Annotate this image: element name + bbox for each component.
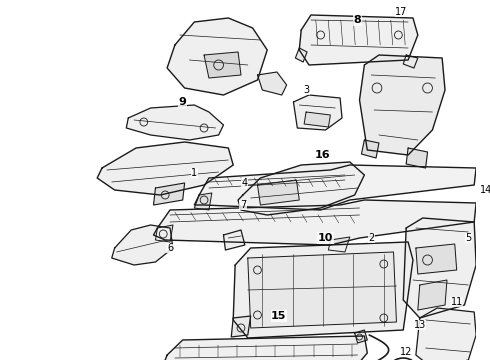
Polygon shape — [258, 180, 299, 205]
Polygon shape — [155, 225, 173, 242]
Polygon shape — [195, 165, 476, 210]
Text: 13: 13 — [414, 320, 426, 330]
Polygon shape — [362, 140, 379, 158]
Polygon shape — [416, 308, 476, 360]
Polygon shape — [153, 200, 476, 245]
Text: 1: 1 — [191, 168, 197, 178]
Polygon shape — [126, 105, 223, 140]
Polygon shape — [112, 225, 173, 265]
Text: 10: 10 — [318, 233, 333, 243]
Polygon shape — [238, 162, 365, 215]
Polygon shape — [304, 112, 330, 127]
Polygon shape — [328, 237, 350, 252]
Polygon shape — [360, 55, 445, 155]
Text: 2: 2 — [368, 233, 374, 243]
Text: 8: 8 — [354, 15, 362, 25]
Polygon shape — [406, 148, 428, 168]
Polygon shape — [418, 280, 447, 310]
Polygon shape — [258, 72, 287, 95]
Polygon shape — [233, 242, 413, 338]
Text: 14: 14 — [480, 185, 490, 195]
Text: 4: 4 — [242, 178, 248, 188]
Text: 3: 3 — [303, 85, 309, 95]
Polygon shape — [97, 142, 233, 195]
Text: 16: 16 — [315, 150, 330, 160]
Polygon shape — [163, 336, 368, 360]
Text: 5: 5 — [465, 233, 471, 243]
Text: 6: 6 — [167, 243, 173, 253]
Polygon shape — [195, 193, 212, 210]
Polygon shape — [416, 244, 457, 274]
Polygon shape — [248, 252, 396, 328]
Polygon shape — [295, 48, 307, 62]
Polygon shape — [294, 95, 342, 130]
Text: 17: 17 — [395, 7, 408, 17]
Text: 7: 7 — [240, 200, 246, 210]
Polygon shape — [403, 218, 476, 318]
Text: 9: 9 — [179, 97, 187, 107]
Polygon shape — [204, 52, 241, 78]
Polygon shape — [153, 183, 185, 205]
Text: 11: 11 — [451, 297, 463, 307]
Polygon shape — [223, 230, 245, 250]
Text: 15: 15 — [271, 311, 287, 321]
Text: 12: 12 — [400, 347, 413, 357]
Polygon shape — [355, 330, 368, 343]
Polygon shape — [167, 18, 267, 95]
Polygon shape — [299, 15, 418, 65]
Polygon shape — [403, 55, 418, 68]
Polygon shape — [231, 316, 251, 337]
